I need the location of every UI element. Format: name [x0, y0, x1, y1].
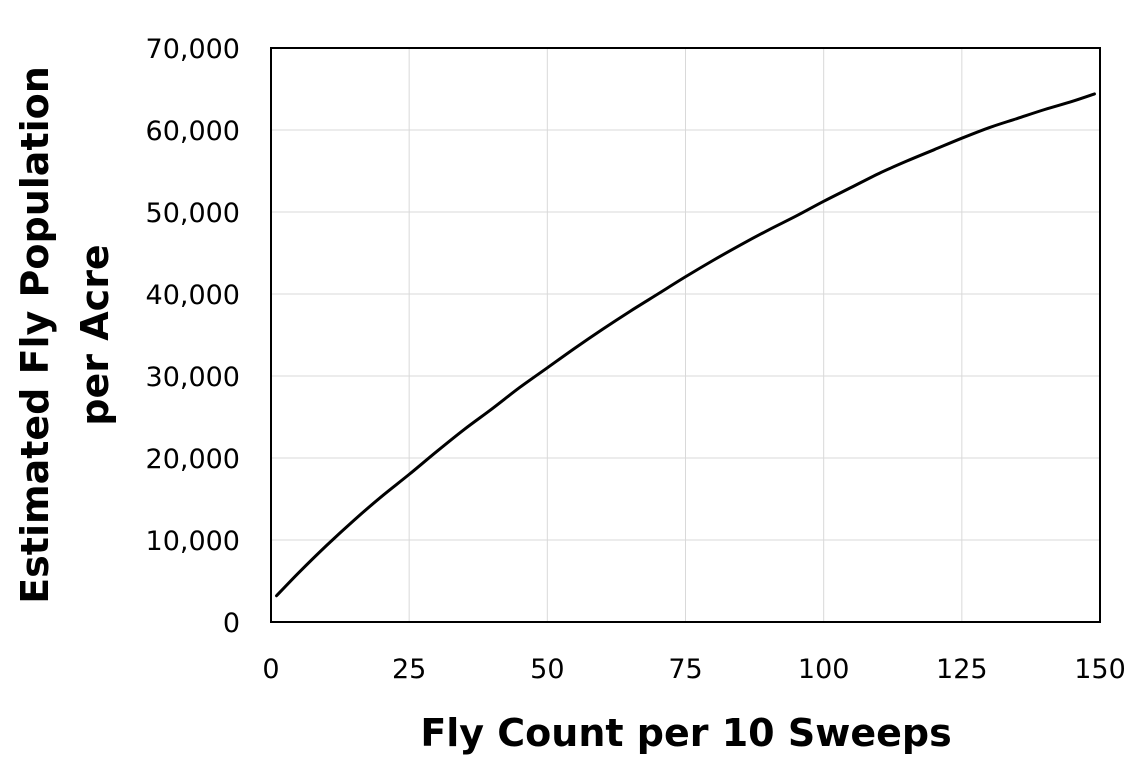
y-tick-label: 0	[223, 608, 240, 639]
x-tick-label: 100	[798, 654, 850, 685]
x-tick-label: 150	[1074, 654, 1126, 685]
y-tick-label: 30,000	[146, 362, 240, 393]
y-tick-label: 40,000	[146, 280, 240, 311]
y-axis-title-line-1: Estimated Fly Population	[13, 66, 57, 604]
y-tick-label: 20,000	[146, 444, 240, 475]
y-tick-label: 60,000	[146, 116, 240, 147]
x-axis-title: Fly Count per 10 Sweeps	[420, 711, 951, 755]
x-tick-label: 125	[936, 654, 988, 685]
grid-lines	[271, 48, 1100, 622]
y-tick-label: 70,000	[146, 34, 240, 65]
x-tick-label: 0	[262, 654, 279, 685]
series-line-0	[275, 92, 1096, 598]
x-axis-tick-labels: 0 25 50 75 100 125 150	[262, 654, 1125, 685]
y-axis-title-line-2: per Acre	[73, 244, 117, 425]
plot-area-frame	[270, 47, 1101, 623]
y-tick-label: 10,000	[146, 526, 240, 557]
series-layer	[275, 92, 1096, 598]
y-tick-label: 50,000	[146, 198, 240, 229]
y-axis-tick-labels: 0 10,000 20,000 30,000 40,000 50,000 60,000 70,…	[146, 34, 240, 639]
x-tick-label: 50	[530, 654, 564, 685]
x-tick-label: 25	[392, 654, 426, 685]
x-tick-label: 75	[668, 654, 702, 685]
